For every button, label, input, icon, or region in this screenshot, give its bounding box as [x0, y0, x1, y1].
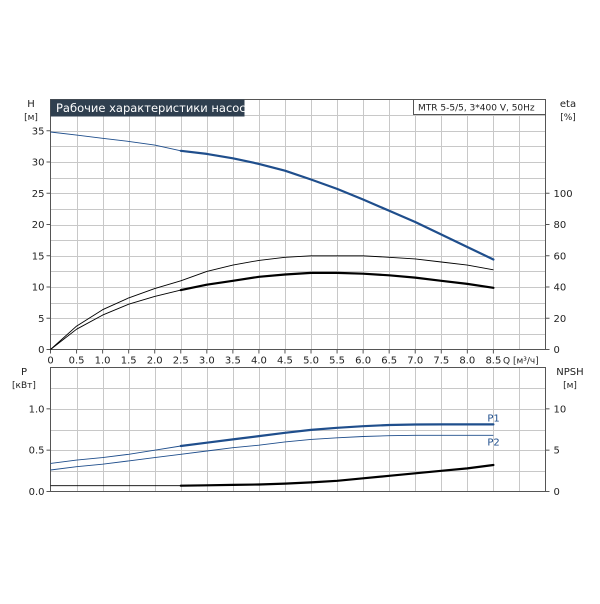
y-right-tick-label: 20 [554, 314, 567, 325]
series-label-p2: P2 [487, 437, 499, 448]
top-series-2-thin [50, 272, 494, 350]
x-tick-label: 1.0 [95, 356, 111, 367]
x-tick-label: 0 [47, 356, 53, 367]
curve-p1-operating [179, 423, 495, 448]
x-tick-label: 8.5 [485, 356, 501, 367]
y-left-tick-label: 0 [38, 345, 44, 356]
model-box [413, 99, 546, 115]
x-tick-label: 6.0 [355, 356, 371, 367]
y-left-axis-unit: [м] [24, 113, 38, 123]
x-tick-label: 4.0 [251, 356, 267, 367]
bottom-series-2-operating [179, 463, 495, 487]
npsh-tick-label: 5 [554, 446, 560, 457]
y-right-tick-label: 0 [554, 345, 560, 356]
x-tick-label: 1.5 [121, 356, 137, 367]
y-left-tick-label: 35 [32, 126, 45, 137]
y-left-tick-label: 25 [32, 189, 45, 200]
p-tick-label: 0.5 [29, 446, 45, 457]
y-left-tick-label: 15 [32, 251, 45, 262]
x-tick-label: 8.0 [459, 356, 475, 367]
y-right-tick-label: 100 [554, 189, 573, 200]
npsh-tick-label: 10 [554, 404, 567, 415]
x-tick-label: 3.5 [225, 356, 241, 367]
bottom-series-2-thin [50, 464, 494, 487]
x-axis-label: Q [м³/ч] [503, 357, 539, 367]
y-left-tick-label: 5 [38, 314, 44, 325]
x-tick-label: 0.5 [69, 356, 85, 367]
p-axis-unit: [кВт] [12, 381, 36, 391]
chart-title-box [50, 99, 245, 117]
x-tick-label: 6.5 [381, 356, 397, 367]
top-panel-frame [50, 99, 546, 350]
npsh-axis-unit: [м] [563, 381, 577, 391]
x-tick-label: 5.0 [303, 356, 319, 367]
p-axis-name: P [21, 367, 27, 378]
x-tick-label: 2.0 [147, 356, 163, 367]
y-right-tick-label: 40 [554, 283, 567, 294]
y-left-tick-label: 10 [32, 283, 45, 294]
curve-p2-thin [50, 434, 494, 471]
model-label: MTR 5-5/5, 3*400 V, 50Hz [418, 104, 535, 114]
top-series-2-operating [179, 271, 495, 292]
y-right-tick-label: 80 [554, 220, 567, 231]
y-left-tick-label: 30 [32, 158, 45, 169]
y-right-tick-label: 60 [554, 251, 567, 262]
x-tick-label: 5.5 [329, 356, 345, 367]
y-right-axis-unit: [%] [560, 113, 576, 123]
top-series-0-operating [179, 149, 495, 261]
chart-title: Рабочие характеристики насоса [56, 101, 253, 115]
series-label-p1: P1 [487, 413, 499, 424]
p-tick-label: 0.0 [29, 487, 45, 498]
x-tick-label: 2.5 [173, 356, 189, 367]
p-tick-label: 1.0 [29, 404, 45, 415]
npsh-tick-label: 0 [554, 487, 560, 498]
y-left-tick-label: 20 [32, 220, 45, 231]
top-series-1-thin [50, 255, 494, 350]
x-tick-label: 7.5 [433, 356, 449, 367]
x-tick-label: 4.5 [277, 356, 293, 367]
y-right-axis-name: eta [560, 99, 576, 110]
bottom-panel-frame [50, 367, 546, 492]
y-left-axis-name: H [27, 99, 35, 110]
x-tick-label: 3.0 [199, 356, 215, 367]
npsh-axis-name: NPSH [556, 367, 583, 378]
x-tick-label: 7.0 [407, 356, 423, 367]
